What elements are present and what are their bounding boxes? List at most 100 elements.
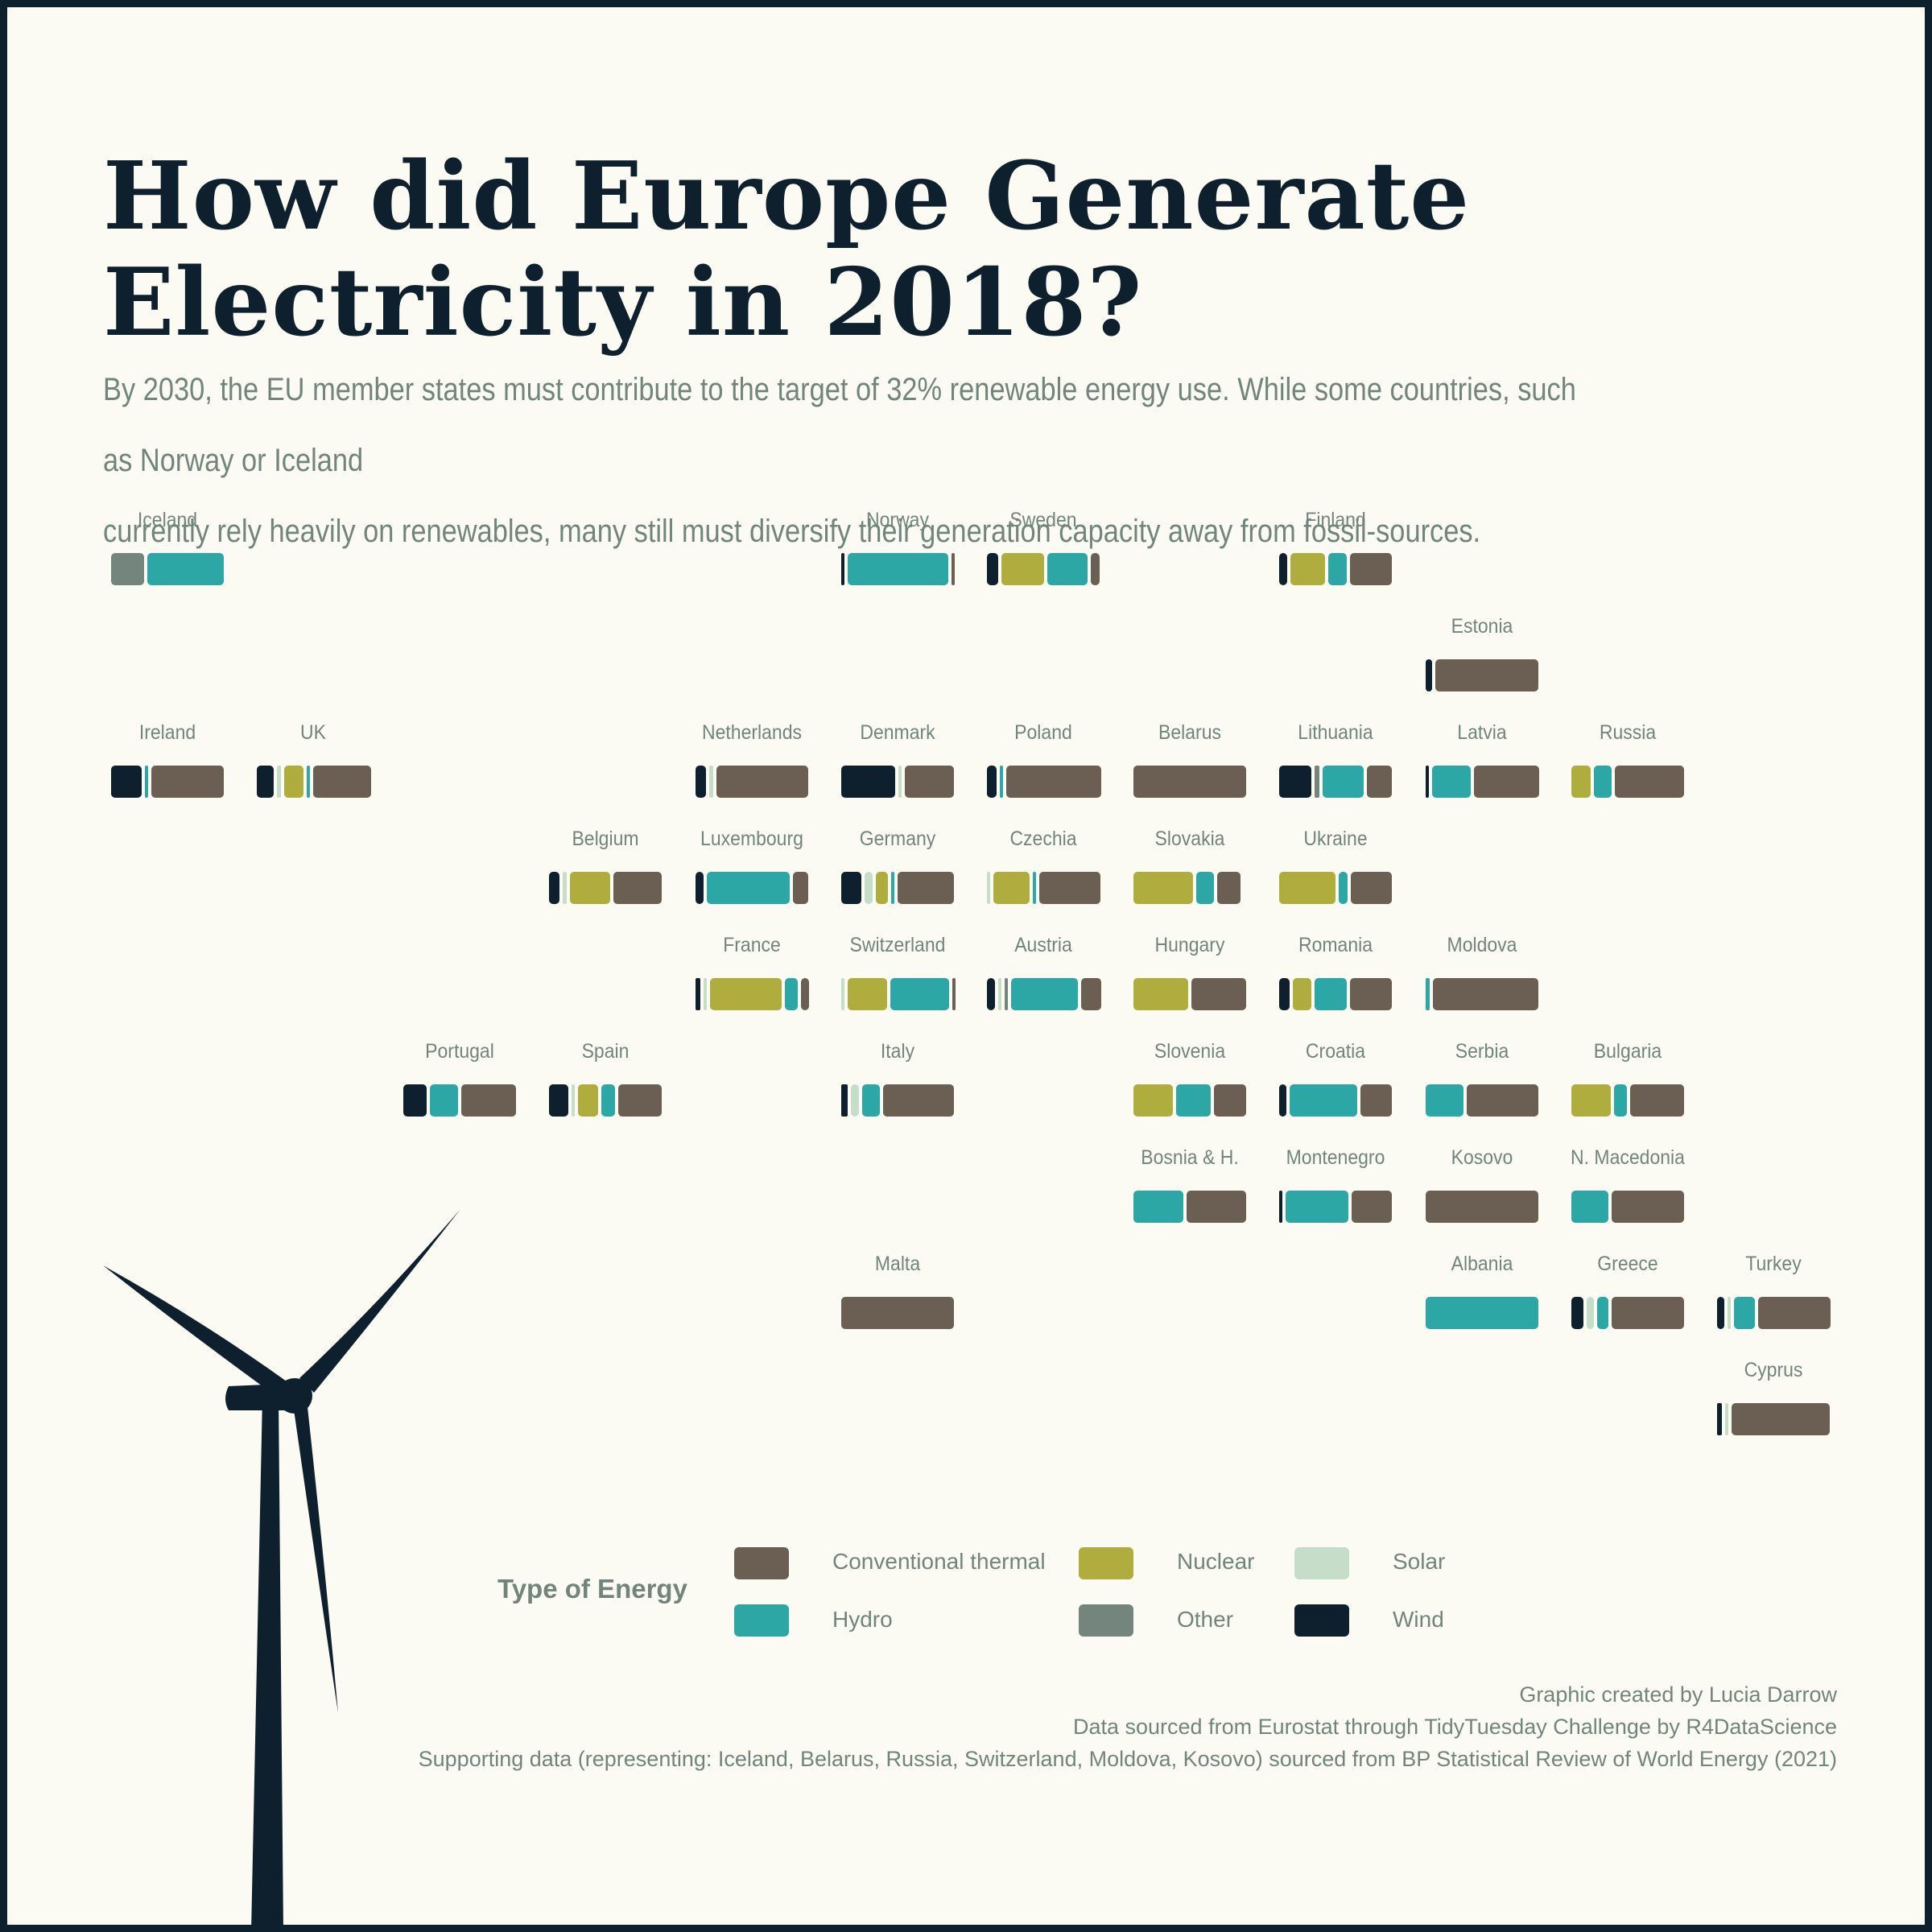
bar-segment-conventional-thermal bbox=[1352, 1191, 1393, 1223]
turbine-blade-left bbox=[103, 1265, 287, 1399]
legend-swatch-nuclear bbox=[1079, 1547, 1133, 1579]
country-label: Norway bbox=[866, 509, 929, 531]
bar-segment-hydro bbox=[147, 553, 224, 585]
bar-segment-conventional-thermal bbox=[882, 1084, 954, 1117]
bar-segment-wind bbox=[257, 766, 275, 798]
bar-segment-conventional-thermal bbox=[1467, 1084, 1538, 1117]
country-label: Moldova bbox=[1447, 934, 1517, 956]
bar-segment-wind bbox=[695, 766, 706, 798]
legend-swatch-solar bbox=[1294, 1547, 1349, 1579]
country-label: Italy bbox=[880, 1040, 915, 1063]
bar-segment-solar bbox=[1728, 1297, 1732, 1329]
bar-segment-solar bbox=[998, 978, 1002, 1010]
country-label: Lithuania bbox=[1298, 721, 1373, 744]
country-label: Latvia bbox=[1456, 721, 1507, 744]
bar-segment-hydro bbox=[1011, 978, 1079, 1010]
bar-segment-wind bbox=[1717, 1297, 1725, 1329]
bar-segment-wind bbox=[1425, 766, 1429, 798]
bar-segment-solar bbox=[1724, 1403, 1728, 1435]
country-label: Poland bbox=[1014, 721, 1073, 744]
bar-segment-conventional-thermal bbox=[793, 872, 808, 904]
bar-segment-wind bbox=[987, 978, 996, 1010]
bar-segment-hydro bbox=[861, 1084, 880, 1117]
country-label: Bulgaria bbox=[1593, 1040, 1662, 1063]
bar-segment-wind bbox=[1279, 978, 1290, 1010]
bar-segment-conventional-thermal bbox=[1349, 978, 1393, 1010]
bar-segment-solar bbox=[864, 872, 873, 904]
country-label: Russia bbox=[1599, 721, 1657, 744]
credit-data-source: Data sourced from Eurostat through TidyT… bbox=[1072, 1715, 1837, 1739]
bar-segment-conventional-thermal bbox=[1433, 978, 1538, 1010]
bar-segment-hydro bbox=[1175, 1084, 1212, 1117]
bar-segment-conventional-thermal bbox=[1187, 1191, 1246, 1223]
legend-swatch-other bbox=[1079, 1604, 1133, 1637]
bar-segment-hydro bbox=[1425, 1297, 1538, 1329]
bar-segment-conventional-thermal bbox=[1757, 1297, 1831, 1329]
bar-segment-nuclear bbox=[577, 1084, 598, 1117]
bar-segment-conventional-thermal bbox=[1615, 766, 1684, 798]
bar-segment-hydro bbox=[1593, 766, 1612, 798]
country-label: Iceland bbox=[137, 509, 198, 531]
bar-segment-hydro bbox=[1431, 766, 1472, 798]
bar-segment-hydro bbox=[1046, 553, 1088, 585]
bar-segment-conventional-thermal bbox=[905, 766, 955, 798]
legend-label-solar: Solar bbox=[1393, 1549, 1446, 1574]
bar-segment-nuclear bbox=[284, 766, 303, 798]
bar-segment-hydro bbox=[1000, 766, 1004, 798]
bar-segment-hydro bbox=[1286, 1191, 1349, 1223]
bar-segment-conventional-thermal bbox=[801, 978, 810, 1010]
bar-segment-wind bbox=[549, 1084, 568, 1117]
legend-swatch-hydro bbox=[734, 1604, 789, 1637]
bar-segment-nuclear bbox=[1571, 1084, 1611, 1117]
bar-segment-solar bbox=[277, 766, 282, 798]
country-label: Turkey bbox=[1745, 1253, 1802, 1275]
bar-segment-other bbox=[1314, 766, 1320, 798]
country-label: Estonia bbox=[1451, 615, 1513, 638]
bar-segment-hydro bbox=[1571, 1191, 1609, 1223]
bar-segment-wind bbox=[841, 1084, 848, 1117]
country-label: Malta bbox=[874, 1253, 921, 1275]
bar-segment-hydro bbox=[1425, 978, 1430, 1010]
bar-segment-conventional-thermal bbox=[1191, 978, 1246, 1010]
bar-segment-hydro bbox=[1734, 1297, 1755, 1329]
country-label: Switzerland bbox=[849, 934, 946, 956]
bar-segment-nuclear bbox=[993, 872, 1030, 904]
bar-segment-hydro bbox=[1323, 766, 1364, 798]
bar-segment-wind bbox=[1279, 553, 1288, 585]
bar-segment-wind bbox=[841, 872, 861, 904]
country-label: Germany bbox=[859, 828, 936, 850]
country-label: Spain bbox=[581, 1040, 630, 1063]
bar-segment-solar bbox=[898, 766, 902, 798]
country-label: Austria bbox=[1014, 934, 1073, 956]
country-label: Montenegro bbox=[1286, 1146, 1385, 1169]
legend-swatch-wind bbox=[1294, 1604, 1349, 1637]
bar-segment-nuclear bbox=[1290, 553, 1325, 585]
bar-segment-conventional-thermal bbox=[1090, 553, 1100, 585]
bar-segment-hydro bbox=[1339, 872, 1348, 904]
country-label: Greece bbox=[1597, 1253, 1658, 1275]
bar-segment-hydro bbox=[1613, 1084, 1627, 1117]
country-label: Netherlands bbox=[701, 721, 802, 744]
legend-label-other: Other bbox=[1177, 1607, 1234, 1632]
bar-segment-wind bbox=[1279, 1191, 1283, 1223]
country-label: Hungary bbox=[1154, 934, 1225, 956]
country-label: Ukraine bbox=[1303, 828, 1368, 850]
bar-segment-solar bbox=[987, 872, 991, 904]
bar-segment-wind bbox=[841, 766, 896, 798]
bar-segment-solar bbox=[841, 978, 844, 1010]
bar-segment-hydro bbox=[1133, 1191, 1184, 1223]
bar-segment-hydro bbox=[1597, 1297, 1609, 1329]
bar-segment-conventional-thermal bbox=[1006, 766, 1101, 798]
chart-subtitle: By 2030, the EU member states must contr… bbox=[103, 372, 1576, 549]
credit-author: Graphic created by Lucia Darrow bbox=[1519, 1682, 1837, 1707]
country-label: Belarus bbox=[1158, 721, 1221, 744]
bar-segment-conventional-thermal bbox=[1350, 872, 1393, 904]
bar-segment-hydro bbox=[1315, 978, 1347, 1010]
bar-segment-nuclear bbox=[1133, 872, 1193, 904]
bar-segment-hydro bbox=[1327, 553, 1347, 585]
turbine-tower bbox=[251, 1397, 283, 1932]
bar-segment-hydro bbox=[1033, 872, 1037, 904]
bar-segment-hydro bbox=[890, 978, 949, 1010]
